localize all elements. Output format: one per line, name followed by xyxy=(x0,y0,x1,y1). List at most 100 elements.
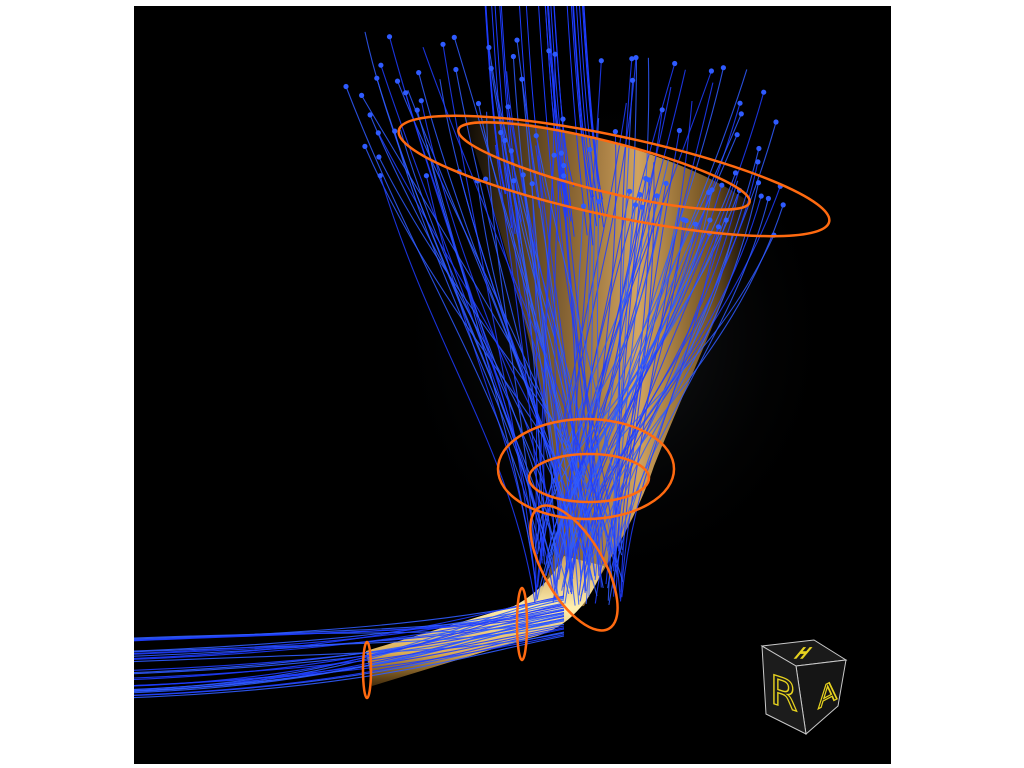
seed-point xyxy=(715,224,722,230)
cube-front-face[interactable] xyxy=(761,645,807,735)
streamline xyxy=(379,175,536,604)
seed-point xyxy=(551,152,557,158)
seed-point xyxy=(505,104,511,110)
seed-point xyxy=(519,76,525,82)
seed-point xyxy=(560,116,566,122)
streamline xyxy=(369,114,598,597)
seed-point xyxy=(486,44,492,51)
cube-side-label: A xyxy=(818,673,838,716)
pipe-ring-mid[interactable] xyxy=(515,586,529,662)
seed-point xyxy=(403,90,409,96)
streamline xyxy=(544,6,566,203)
streamline xyxy=(536,102,627,591)
seed-point xyxy=(362,143,368,149)
streamline xyxy=(573,6,594,198)
3d-viewport[interactable]: R H A xyxy=(134,6,891,764)
streamline xyxy=(506,71,593,554)
streamline xyxy=(416,109,536,579)
streamline xyxy=(512,56,574,592)
seed-point xyxy=(738,111,744,117)
streamline xyxy=(522,174,580,605)
inlet-ring-outer[interactable] xyxy=(390,91,837,261)
seed-point xyxy=(375,130,381,136)
seed-point xyxy=(654,193,660,199)
seed-point xyxy=(510,53,516,60)
streamline xyxy=(558,234,775,559)
seed-point xyxy=(693,221,699,227)
streamline xyxy=(561,233,734,591)
seed-point xyxy=(514,37,520,43)
seed-point xyxy=(423,173,429,179)
cross-section-rings xyxy=(361,91,837,700)
seed-point xyxy=(732,170,739,176)
streamline xyxy=(442,44,537,593)
seed-point xyxy=(416,70,422,76)
seed-point xyxy=(581,203,587,209)
streamline xyxy=(377,132,590,571)
streamline xyxy=(548,6,569,209)
streamline xyxy=(134,614,565,694)
streamline xyxy=(554,153,562,552)
mid-ring-outer[interactable] xyxy=(496,417,676,521)
streamline xyxy=(534,204,664,549)
streamline xyxy=(134,608,565,640)
seed-point xyxy=(511,178,517,184)
seed-point xyxy=(596,198,602,204)
seed-point xyxy=(723,217,729,223)
seed-point xyxy=(488,65,494,71)
bend-ring[interactable] xyxy=(513,492,635,643)
streamline xyxy=(613,179,650,597)
seed-point xyxy=(520,172,526,178)
streamline xyxy=(494,6,516,234)
streamline xyxy=(134,634,565,687)
seed-point xyxy=(598,58,604,64)
seed-point xyxy=(546,48,552,54)
inlet-ring-inner[interactable] xyxy=(452,105,755,226)
seed-point xyxy=(394,78,401,84)
seed-point xyxy=(475,100,482,107)
streamline xyxy=(563,195,762,588)
pipe-ring-outlet[interactable] xyxy=(361,640,373,700)
streamline xyxy=(618,58,633,552)
seed-point xyxy=(761,89,767,95)
streamline xyxy=(134,616,565,655)
orientation-cube[interactable]: R H A xyxy=(756,636,852,736)
streamline xyxy=(547,6,568,217)
seed-point xyxy=(633,55,639,61)
flow-visualization-scene[interactable] xyxy=(134,6,891,764)
seed-point xyxy=(720,65,727,71)
streamline xyxy=(550,6,572,222)
streamline xyxy=(590,161,759,554)
mid-ring-inner[interactable] xyxy=(527,452,651,504)
streamline xyxy=(547,189,713,554)
seed-point xyxy=(377,173,383,179)
seed-point xyxy=(502,137,508,143)
seed-point xyxy=(672,60,678,67)
seed-point xyxy=(758,193,764,199)
streamline xyxy=(510,150,618,577)
cube-front-label: R xyxy=(770,666,798,722)
streamline xyxy=(576,6,597,227)
seed-point xyxy=(663,180,669,186)
seed-point xyxy=(561,162,567,169)
seed-point xyxy=(643,175,649,182)
streamline xyxy=(134,612,565,657)
streamline xyxy=(536,224,697,555)
streamline xyxy=(519,6,540,209)
streamline xyxy=(134,628,565,696)
seed-point xyxy=(765,195,772,202)
seed-point xyxy=(533,133,539,139)
seed-point xyxy=(453,66,459,73)
seed-point xyxy=(773,119,779,125)
seed-point xyxy=(612,129,618,135)
seed-point xyxy=(630,77,636,83)
seed-point xyxy=(508,148,514,154)
seed-point xyxy=(755,180,762,186)
seed-point xyxy=(529,181,535,187)
seed-point xyxy=(587,146,593,153)
seed-point xyxy=(676,127,683,134)
seed-point xyxy=(719,182,725,188)
streamline xyxy=(485,6,507,194)
streamline xyxy=(484,6,506,195)
seed-point xyxy=(780,202,786,208)
